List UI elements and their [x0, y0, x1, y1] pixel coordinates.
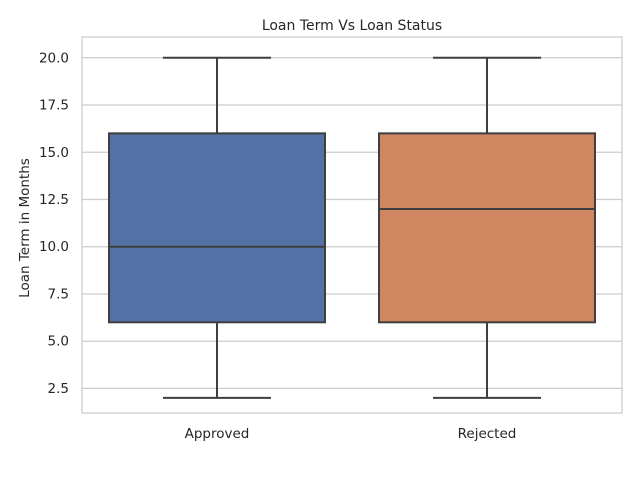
box-rejected	[378, 56, 596, 399]
box-approved	[108, 56, 326, 399]
x-tick-labels: Approved Rejected	[185, 426, 517, 442]
y-tick-labels: 2.5 5.0 7.5 10.0 12.5 15.0 17.5 20.0	[39, 50, 69, 397]
y-tick-label: 5.0	[48, 334, 69, 350]
iqr-box	[108, 132, 326, 324]
x-tick-label: Approved	[185, 426, 250, 442]
y-tick-label: 10.0	[39, 239, 69, 255]
y-axis-label: Loan Term in Months	[17, 158, 33, 298]
y-tick-label: 20.0	[39, 50, 69, 66]
y-tick-label: 17.5	[39, 98, 69, 114]
x-tick-label: Rejected	[458, 426, 517, 442]
iqr-box	[378, 132, 596, 324]
y-tick-label: 15.0	[39, 145, 69, 161]
plot-frame	[81, 36, 623, 414]
y-tick-label: 2.5	[48, 381, 69, 397]
y-tick-label: 7.5	[48, 286, 69, 302]
chart-title: Loan Term Vs Loan Status	[262, 18, 442, 34]
y-tick-label: 12.5	[39, 192, 69, 208]
boxes	[108, 56, 596, 399]
